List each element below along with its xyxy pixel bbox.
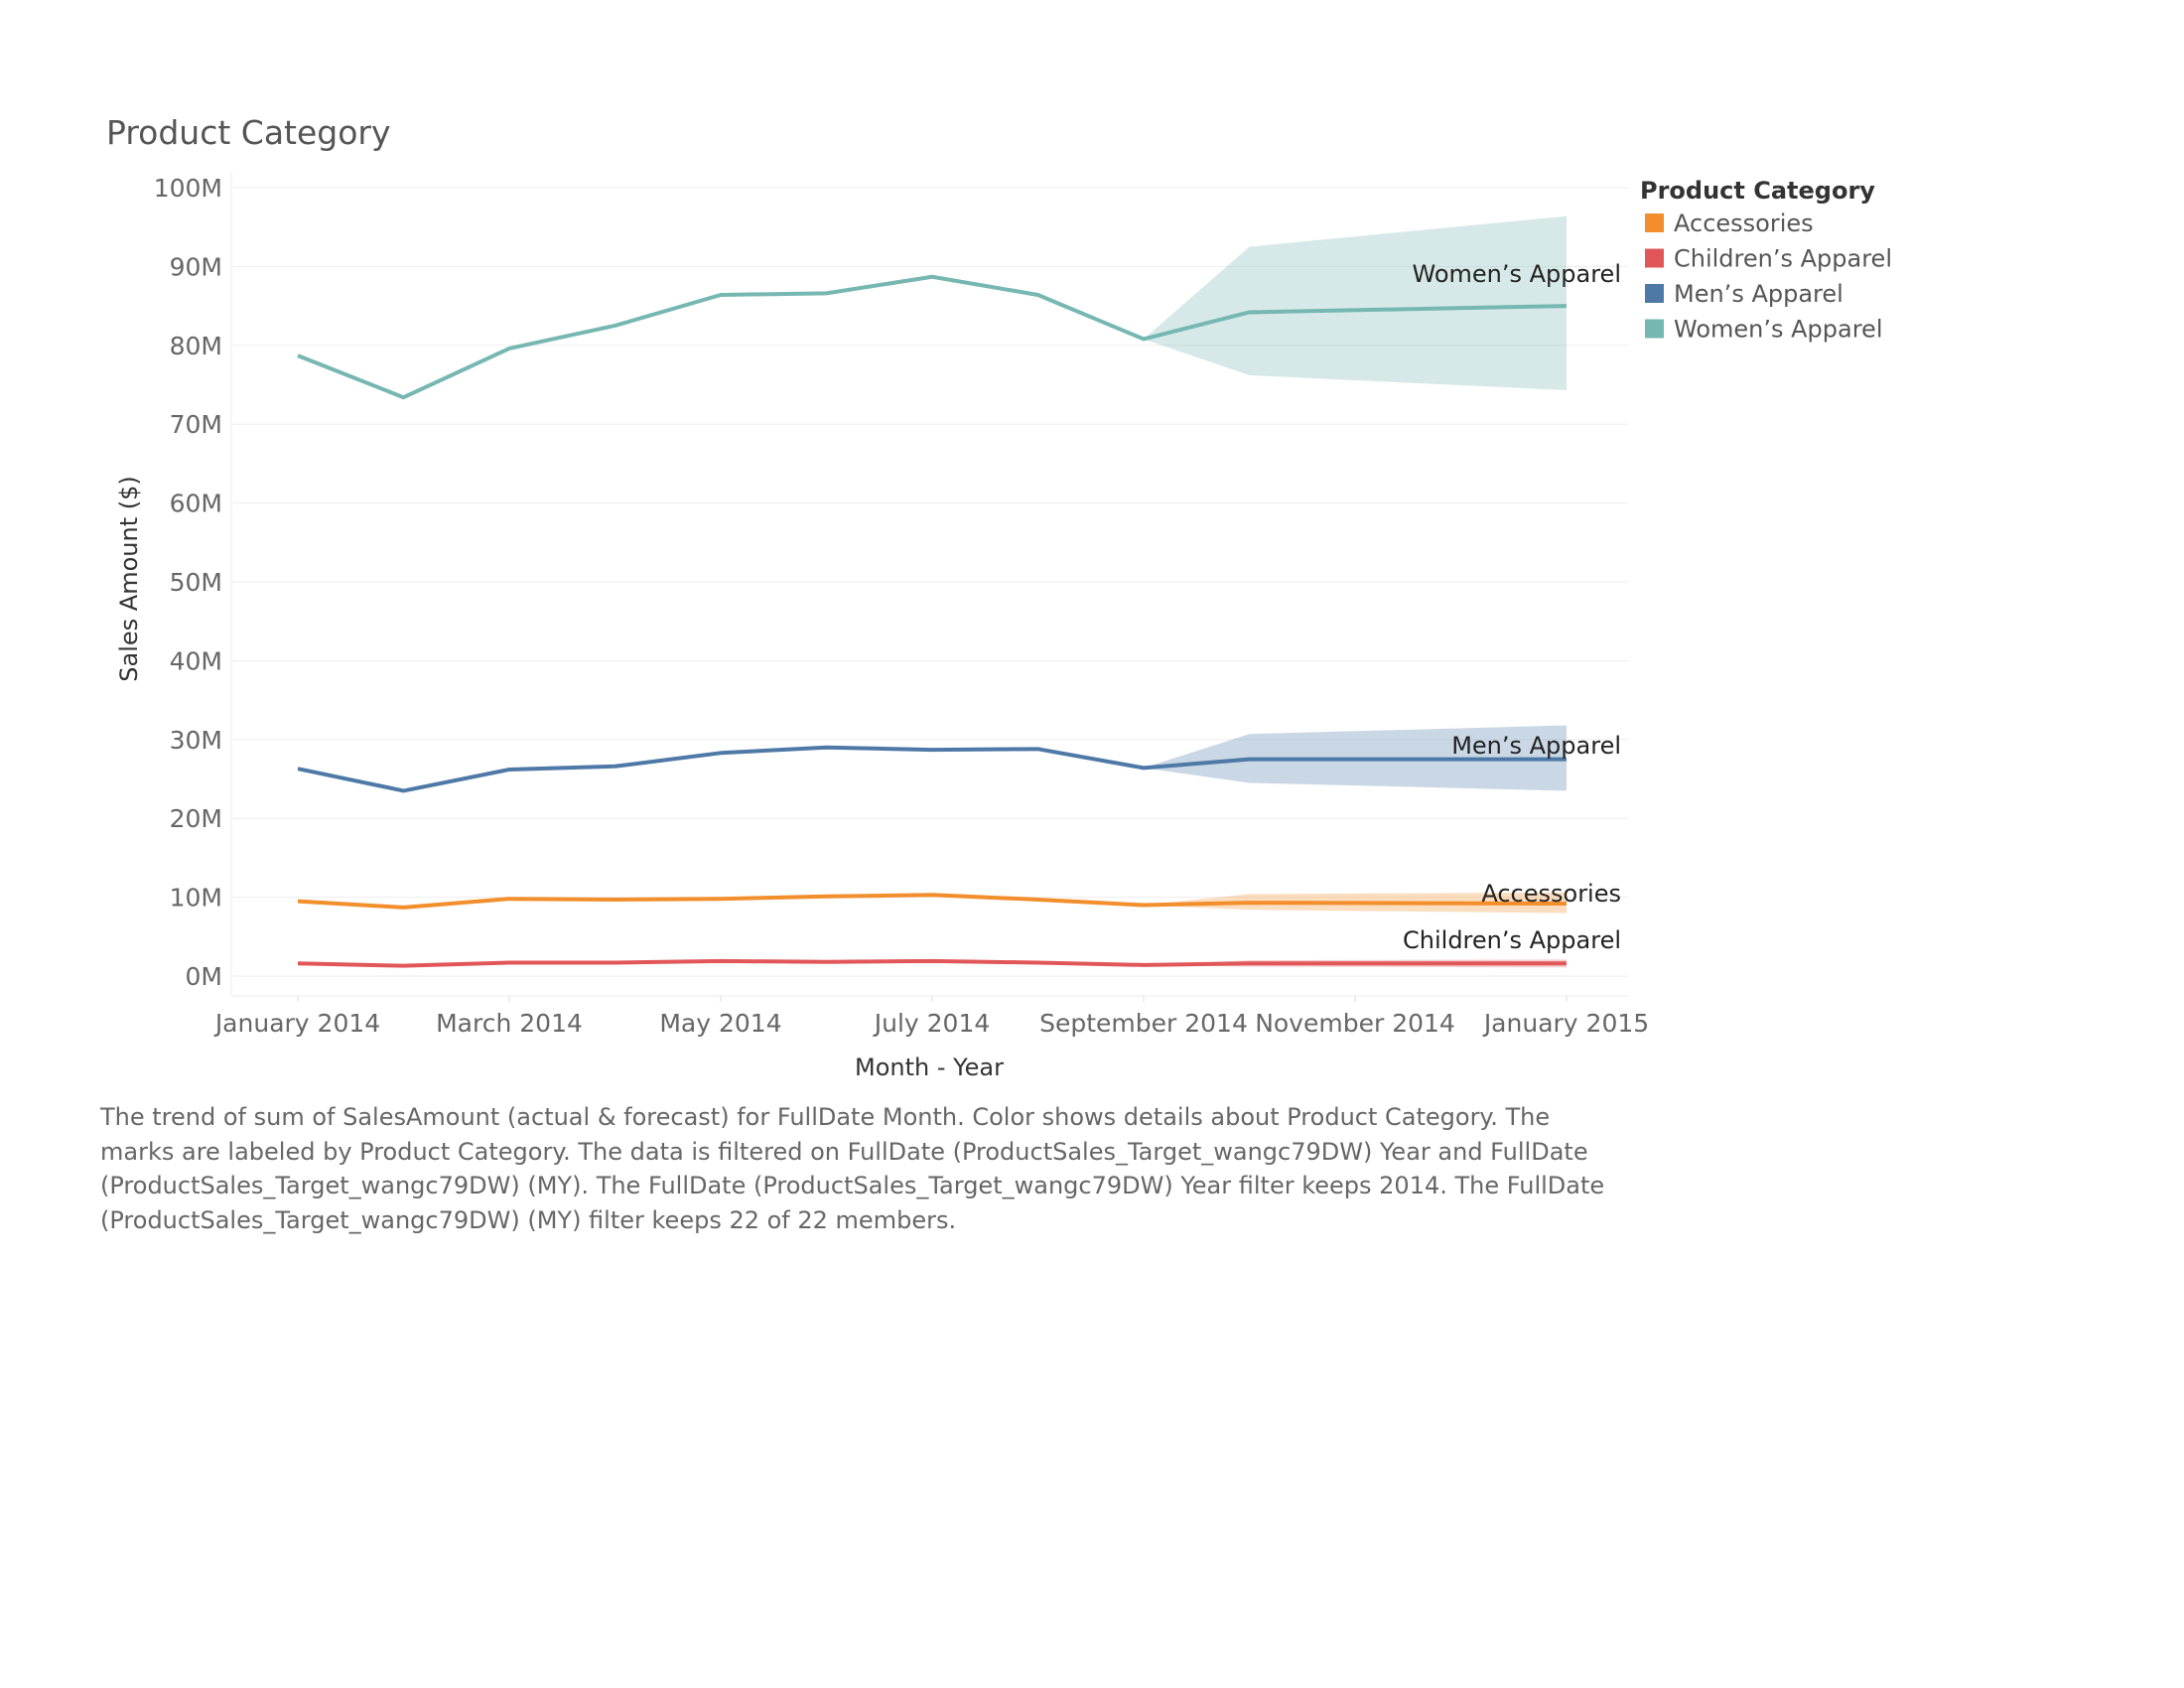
x-tick-label: September 2014 (1039, 1009, 1248, 1038)
y-tick-label: 0M (186, 962, 222, 991)
series-lines (297, 274, 1568, 968)
y-tick-label: 90M (170, 252, 222, 281)
x-tick-label: July 2014 (873, 1009, 991, 1038)
x-axis-title: Month - Year (855, 1054, 1004, 1081)
legend-item-label: Women’s Apparel (1674, 316, 1883, 344)
legend-item-label: Accessories (1674, 210, 1814, 237)
series-line (297, 958, 1567, 968)
legend-item-label: Men’s Apparel (1674, 280, 1843, 308)
legend-swatch (1645, 284, 1664, 303)
series-line (297, 893, 1568, 910)
x-axis-ticks: January 2014 March 2014 May 2014 July 2014 S… (213, 1009, 1649, 1038)
y-axis-ticks: 0M 10M 20M 30M 40M 50M 60M 70M 80M 90M 100M (154, 174, 222, 991)
y-tick-label: 30M (170, 726, 222, 755)
series-end-label: Men’s Apparel (1451, 732, 1621, 760)
legend: Product Category Accessories Children’s A… (1640, 177, 1892, 344)
series-end-label: Women’s Apparel (1413, 260, 1622, 288)
y-axis-title: Sales Amount ($) (115, 476, 143, 681)
series-end-labels: Accessories Children’s Apparel Men’s Appar… (1403, 260, 1621, 954)
grid (230, 172, 1628, 1002)
y-tick-label: 100M (154, 174, 222, 203)
series-end-label: Children’s Apparel (1403, 926, 1621, 954)
legend-item-label: Children’s Apparel (1674, 245, 1892, 273)
y-tick-label: 50M (170, 568, 222, 597)
series-line (297, 745, 1567, 793)
legend-swatch (1645, 248, 1664, 268)
y-tick-label: 20M (170, 804, 222, 833)
chart-caption: The trend of sum of SalesAmount (actual … (100, 1103, 1605, 1234)
forecast-bands (1144, 215, 1567, 968)
series-end-label: Accessories (1481, 880, 1621, 908)
x-tick-label: May 2014 (659, 1009, 781, 1038)
y-tick-label: 40M (170, 646, 222, 675)
legend-swatch (1645, 319, 1664, 339)
y-tick-label: 60M (170, 490, 222, 518)
chart-title: Product Category (106, 113, 391, 152)
series-line (297, 274, 1568, 400)
legend-title: Product Category (1640, 177, 1875, 205)
x-tick-label: January 2014 (213, 1009, 380, 1038)
y-tick-label: 70M (170, 410, 222, 439)
x-tick-label: January 2015 (1482, 1009, 1649, 1038)
x-tick-label: March 2014 (436, 1009, 583, 1038)
y-tick-label: 80M (170, 332, 222, 360)
x-tick-label: November 2014 (1255, 1009, 1455, 1038)
forecast-band (1144, 215, 1567, 391)
legend-swatch (1645, 213, 1664, 232)
y-tick-label: 10M (170, 884, 222, 913)
